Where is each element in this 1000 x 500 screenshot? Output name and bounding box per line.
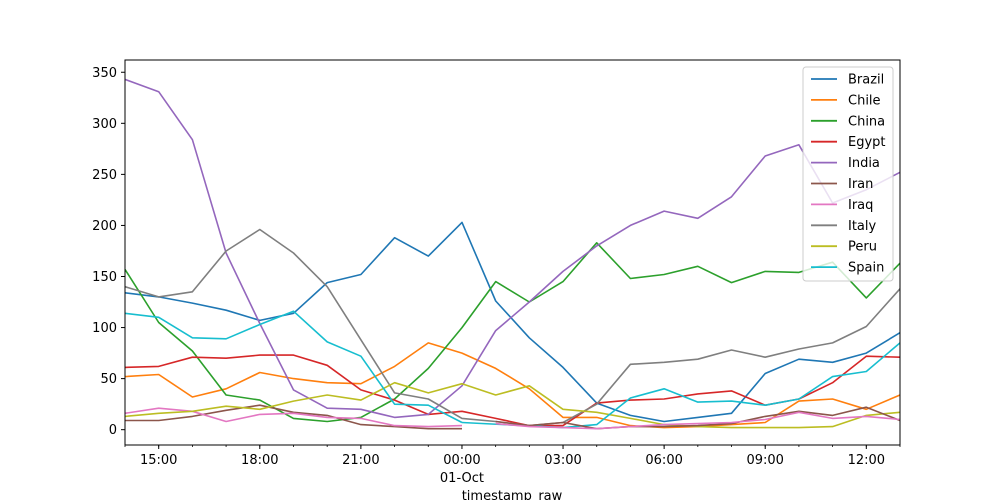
axes [124,59,901,446]
legend: Brazil Chile China Egypt India Iran Iraq Italy P… [802,66,894,282]
legend-label: Peru [848,240,877,255]
x-axis-ticks: 15:00 18:00 21:00 00:00 01-Oct 03:00 06:00 09:0… [124,445,901,486]
series-line-segment [461,342,901,429]
plot-frame [124,59,901,446]
legend-label: Iraq [848,198,873,213]
y-tick-label: 0 [109,423,117,438]
x-tick-label: 03:00 [544,453,581,468]
x-axis-label: timestamp_raw [462,489,563,500]
plot-background [125,60,900,445]
x-tick-label: 06:00 [645,453,682,468]
y-tick-label: 150 [92,270,117,285]
series-line-spain [124,310,463,424]
y-tick-label: 300 [92,117,117,132]
legend-label: Spain [848,261,884,276]
series-line-segment [495,406,901,430]
x-tick-label: 18:00 [241,453,278,468]
legend-label: Chile [848,93,881,108]
series-line-china [124,242,901,423]
legend-label: Iran [848,177,873,192]
y-tick-label: 350 [92,66,117,81]
series-line-brazil [124,221,901,423]
x-tick-label: 00:00 [443,453,480,468]
series-line-peru [124,381,901,429]
y-tick-label: 200 [92,219,117,234]
y-tick-label: 250 [92,168,117,183]
x-tick-label: 12:00 [848,453,885,468]
series-line-segment [495,411,901,430]
x-tick-sublabel: 01-Oct [440,471,484,486]
y-tick-label: 50 [100,372,117,387]
series-line-iran [125,404,462,430]
legend-label: Brazil [848,73,884,88]
x-tick-label: 21:00 [342,453,379,468]
legend-label: Egypt [848,135,886,150]
x-tick-label: 15:00 [140,453,177,468]
legend-label: China [848,114,885,129]
x-tick-label: 09:00 [746,453,783,468]
legend-label: India [848,156,880,171]
y-tick-label: 100 [92,321,117,336]
series-line-india [124,78,901,419]
series-lines [124,78,901,430]
y-axis-ticks: 0 50 100 150 200 250 300 350 [92,66,125,438]
legend-label: Italy [848,219,877,234]
series-line-iraq [124,407,463,428]
